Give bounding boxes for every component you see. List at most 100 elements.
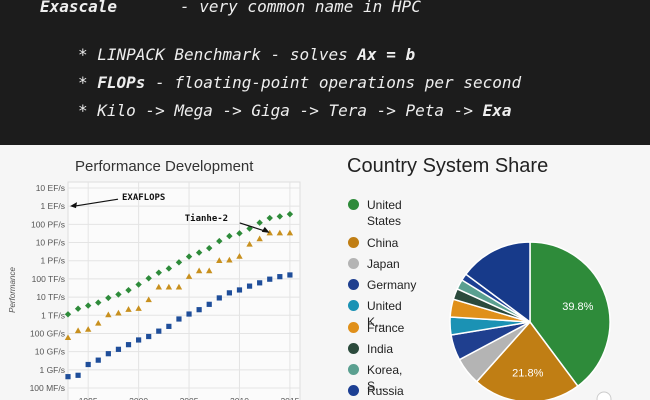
point [287,272,293,278]
y-tick-label: 100 GF/s [30,328,65,338]
point [74,327,82,334]
point [125,342,132,348]
decoration [596,391,612,400]
point [266,229,273,236]
point [226,256,233,263]
legend-item: United K... [345,298,435,330]
plot-area [67,181,301,400]
legend-item: India [345,341,435,357]
y-tick-label: 1 EF/s [40,201,65,211]
point [155,269,162,276]
pie-slice [529,241,611,388]
y-tick-label: 10 EF/s [36,183,65,193]
point [286,229,294,236]
definition: - very common name in HPC [180,0,421,16]
point [246,225,253,232]
legend-item: Japan [345,256,435,272]
y-tick-label: 10 GF/s [35,347,65,357]
legend-label: China [367,236,399,250]
point [175,283,183,290]
legend-item: Russia [345,383,435,399]
point [155,283,162,290]
point [146,333,152,340]
bullet-line: * FLOPs - floating-point operations per … [78,73,521,92]
point [236,253,243,259]
x-tick-label: 2005 [180,396,199,400]
annotation-arrow [73,198,119,207]
point [175,259,183,266]
point [176,316,182,322]
legend-label: Korea, S... [367,363,403,393]
chart-title: Country System Share [347,155,548,177]
point [115,346,122,352]
point [64,334,72,341]
point [186,311,192,317]
legend-swatch [348,258,359,269]
y-tick-label: 100 MF/s [30,383,65,393]
data-label: 39.8% [562,301,593,313]
point [216,295,222,301]
chart-title: Performance Development [75,158,254,175]
legend-item: Germany [345,277,435,293]
point [256,235,263,242]
y-tick-label: 100 PF/s [31,219,65,229]
y-tick-label: 1 TF/s [41,310,65,320]
point [85,361,91,368]
point [125,286,132,294]
x-tick-label: 2010 [230,396,249,400]
y-axis-label: Performance [8,267,17,313]
legend-swatch [348,279,359,290]
point [206,244,213,252]
legend-label: Russia [367,384,404,398]
point [115,291,122,298]
point [84,302,92,309]
bullet-text: FLOPs [97,73,145,92]
point [105,351,111,357]
point [266,214,273,222]
y-tick-label: 1 GF/s [39,365,65,375]
point [195,267,203,274]
x-tick-label: 1995 [79,396,98,400]
legend-item: United States [345,197,435,229]
y-tick-label: 10 TF/s [36,292,65,302]
legend-label: United States [367,198,402,228]
point [165,265,173,272]
point [156,328,162,334]
point [136,337,142,343]
point [257,280,263,286]
y-tick-label: 100 TF/s [32,274,65,284]
point [95,319,102,326]
arrow-head [70,202,77,209]
x-tick-label: 2000 [129,396,148,400]
legend-label: Japan [367,257,400,271]
legend-swatch [348,199,359,210]
bullet-text: Exa [483,101,512,120]
legend-swatch [348,237,359,248]
point [65,374,71,380]
legend-label: Germany [367,278,417,292]
legend-swatch [348,385,359,396]
point [115,309,122,316]
point [145,296,152,303]
legend-swatch [348,364,359,375]
legend-swatch [348,300,359,311]
point [226,290,232,296]
point [105,311,112,318]
point [206,301,212,307]
point [267,276,273,282]
annotation: Tianhe-2 [185,213,228,224]
point [125,306,132,312]
point [276,229,284,236]
y-tick-label: 1 PF/s [40,256,65,266]
pie-slice [475,320,579,400]
point [246,240,253,247]
point [105,294,112,302]
point [185,253,193,260]
point [277,274,283,280]
point [256,219,263,226]
data-label: 21.8% [512,367,543,379]
point [75,372,81,378]
legend-label: India [367,342,394,356]
